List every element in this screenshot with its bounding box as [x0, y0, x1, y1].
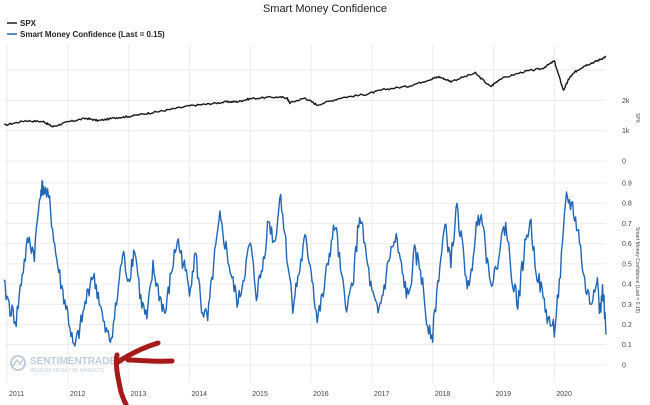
x-tick-label: 2011 [9, 391, 24, 398]
smc-y-tick-label: 0.8 [622, 201, 632, 208]
sentimentrader-watermark: SENTIMENTRADER WISDOM FROM THE MARKETS [10, 355, 124, 374]
spx-y-ticks: 2k 1k 0 [622, 98, 630, 166]
legend: SPX Smart Money Confidence (Last = 0.15) [7, 19, 165, 39]
spx-y-tick-label: 0 [622, 159, 626, 166]
smc-y-tick-label: 0.2 [622, 322, 632, 329]
spx-y-tick-label: 1k [622, 128, 630, 135]
x-ticks: 2011 2012 2013 2014 2015 2016 2017 2018 2019 2020 [9, 391, 572, 398]
x-tick-label: 2019 [496, 391, 512, 398]
x-tick-label: 2015 [252, 391, 268, 398]
spx-axis-title: SPX [634, 113, 640, 124]
smc-y-ticks: 0.9 0.8 0.7 0.6 0.5 0.4 0.3 0.2 0.1 0 [622, 181, 632, 370]
hand-drawn-arrow-annotation [113, 340, 175, 405]
watermark-logo-icon [10, 355, 26, 371]
smc-y-tick-label: 0.5 [622, 261, 632, 268]
spx-y-tick-label: 2k [622, 98, 630, 105]
grid [4, 45, 606, 383]
x-tick-label: 2013 [131, 391, 147, 398]
legend-label-smc: Smart Money Confidence (Last = 0.15) [20, 30, 165, 39]
x-tick-label: 2012 [70, 391, 86, 398]
smc-y-tick-label: 0.9 [622, 181, 632, 188]
smc-y-tick-label: 0.4 [622, 282, 632, 289]
x-tick-label: 2016 [313, 391, 329, 398]
x-tick-label: 2020 [556, 391, 572, 398]
spx-series-line [3, 55, 607, 128]
smc-series-line [3, 180, 607, 347]
smc-y-tick-label: 0 [622, 362, 626, 369]
x-tick-label: 2017 [374, 391, 390, 398]
smc-y-tick-label: 0.6 [622, 241, 632, 248]
watermark-name: SENTIMENTRADER [30, 356, 124, 367]
watermark-logo-mark-icon [12, 357, 25, 367]
smc-y-tick-label: 0.7 [622, 221, 632, 228]
watermark-tagline: WISDOM FROM THE MARKETS [30, 368, 105, 374]
chart-title: Smart Money Confidence [263, 3, 387, 15]
legend-label-spx: SPX [20, 19, 37, 28]
x-tick-label: 2018 [435, 391, 451, 398]
smc-y-tick-label: 0.1 [622, 342, 632, 349]
x-tick-label: 2014 [191, 391, 207, 398]
smc-y-tick-label: 0.3 [622, 302, 632, 309]
smc-axis-title: Smart Money Confidence (Last = 0.15) [634, 227, 640, 313]
